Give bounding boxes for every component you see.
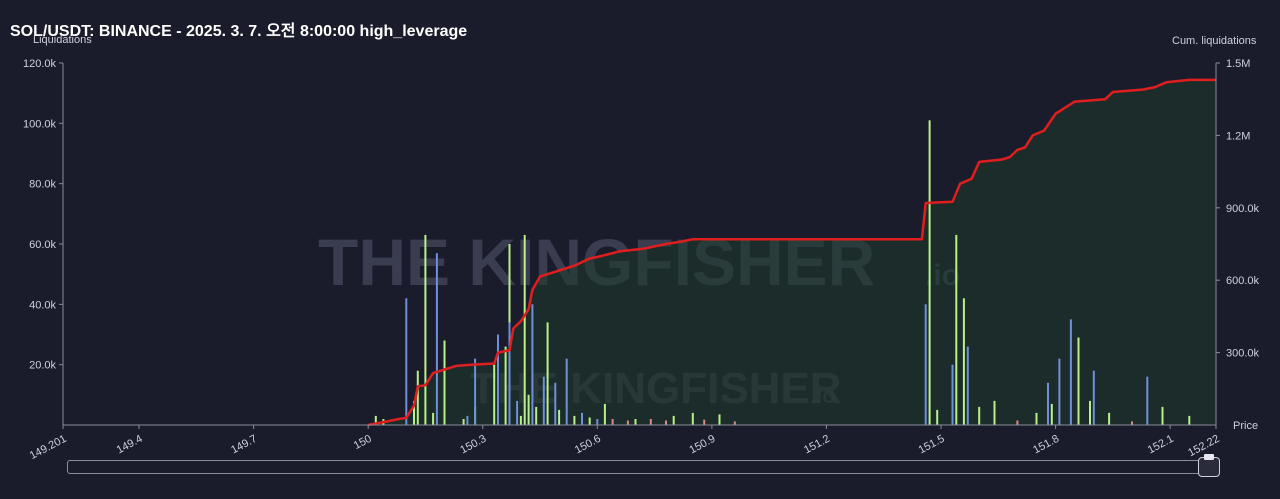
- y-tick-label: 100.0k: [23, 118, 57, 130]
- bars-long-bar: [523, 234, 526, 425]
- bars-short-bar: [1047, 382, 1049, 425]
- bars-long-bar: [634, 419, 637, 425]
- x-range-scrollbar[interactable]: [67, 460, 1219, 474]
- bars-long-bar: [1050, 403, 1053, 425]
- bars-long-bar: [955, 234, 958, 425]
- x-tick-label: 149.201: [28, 433, 69, 462]
- y-tick-label: 40.0k: [29, 299, 56, 311]
- bars-long-bar: [672, 415, 675, 425]
- scrollbar-handle[interactable]: [1198, 457, 1220, 477]
- bars-long-bar: [573, 415, 576, 425]
- bars-short-bar: [554, 382, 557, 425]
- bars-long-bar: [1089, 400, 1091, 425]
- bars-long-bar: [558, 409, 561, 425]
- bars-long-bar: [993, 400, 996, 425]
- x-tick-label: 149.7: [229, 433, 259, 457]
- cumulative-line-layer: [367, 78, 1216, 427]
- bars-short-bar: [581, 412, 583, 425]
- bars-short-bar: [565, 358, 568, 425]
- bars-short-bar: [924, 304, 927, 425]
- bars-long-bar: [493, 364, 496, 425]
- bars-short-bar: [542, 376, 545, 425]
- y2-tick-label: 1.2M: [1226, 130, 1250, 142]
- bars-long-bar: [519, 415, 522, 425]
- bars-short-bar: [497, 334, 499, 425]
- y2-tick-label: 1.5M: [1226, 58, 1250, 70]
- bars-long-bar: [1188, 415, 1191, 425]
- cumulative-area-fill: [368, 79, 1217, 426]
- y2-tick-label: 900.0k: [1226, 203, 1260, 215]
- bars-long-bar: [1077, 337, 1080, 425]
- bars-long-bar: [443, 340, 446, 425]
- x-tick-label: 150.6: [573, 433, 603, 457]
- bars-misc-bar: [626, 420, 629, 425]
- bars-long-bar: [424, 234, 427, 425]
- y2-tick-label: 600.0k: [1226, 275, 1260, 287]
- y-tick-label: 80.0k: [29, 179, 56, 191]
- bars-short-bar: [966, 346, 969, 425]
- y-tick-label: 20.0k: [29, 360, 56, 372]
- bars-long-bar: [962, 298, 965, 425]
- bars-long-bar: [928, 120, 931, 426]
- bars-long-bar: [535, 406, 538, 425]
- bars-long-bar: [462, 419, 465, 425]
- x-tick-label: 149.4: [115, 433, 145, 457]
- bars-misc-bar: [1131, 421, 1133, 425]
- bars-short-bar: [516, 400, 519, 425]
- bars-long-bar: [374, 415, 377, 425]
- chart-title: SOL/USDT: BINANCE - 2025. 3. 7. 오전 8:00:…: [10, 23, 468, 40]
- bars-misc-bar: [665, 420, 667, 425]
- bars-short-bar: [435, 253, 438, 425]
- cumulative-area: [368, 79, 1217, 426]
- bars-long-bar: [718, 414, 721, 425]
- bars-long-bar: [588, 417, 591, 425]
- y-tick-label: 120.0k: [23, 58, 57, 70]
- bars-long-bar: [1108, 412, 1111, 425]
- x-tick-label: 150: [352, 433, 374, 452]
- x-tick-label: 151.2: [802, 433, 832, 457]
- bars-long-bar: [1161, 406, 1164, 425]
- bars-misc-bar: [611, 419, 614, 425]
- bars-short-bar: [1069, 319, 1072, 425]
- cumulative-line: [367, 78, 1216, 427]
- y2-tick-label: 300.0k: [1226, 348, 1260, 360]
- x-axis-label: Price: [1233, 420, 1258, 432]
- bars-long-bar: [416, 370, 419, 425]
- bars-short-bar: [531, 304, 534, 425]
- y-tick-label: 60.0k: [29, 239, 56, 251]
- bars-long-bar: [413, 400, 415, 425]
- bars-short-bar: [405, 298, 408, 425]
- y-axis-label: Liquidations: [33, 34, 92, 46]
- bars-short-bar: [951, 364, 954, 425]
- bars-long-bar: [1035, 412, 1038, 425]
- bars-long-bar: [978, 406, 981, 425]
- bars-short-bar: [596, 419, 599, 425]
- bars-short-bar: [1058, 358, 1061, 425]
- x-tick-label: 151.5: [917, 433, 947, 457]
- bars-long-bar: [691, 412, 694, 425]
- bars-misc-bar: [1016, 420, 1019, 425]
- bars-layer: [374, 120, 1191, 426]
- bars-long-bar: [546, 322, 549, 425]
- bars-long-bar: [603, 403, 606, 425]
- bars-short-bar: [1146, 376, 1149, 425]
- x-tick-label: 150.9: [687, 433, 717, 457]
- bars-long-bar: [527, 394, 530, 425]
- bars-short-bar: [1092, 370, 1095, 425]
- bars-misc-bar: [649, 419, 652, 425]
- bars-short-bar: [466, 415, 469, 425]
- x-tick-label: 150.3: [458, 433, 488, 457]
- x-tick-label: 152.1: [1146, 433, 1176, 457]
- bars-misc-bar: [703, 419, 706, 425]
- bars-short-bar: [474, 358, 477, 425]
- y2-axis-label: Cum. liquidations: [1172, 35, 1257, 47]
- bars-short-bar: [508, 322, 511, 425]
- bars-long-bar: [432, 412, 435, 425]
- bars-long-bar: [504, 346, 507, 425]
- x-tick-label: 151.8: [1031, 433, 1061, 457]
- bars-long-bar: [936, 409, 939, 425]
- grip-icon[interactable]: [1204, 454, 1214, 460]
- bars-misc-bar: [733, 421, 736, 425]
